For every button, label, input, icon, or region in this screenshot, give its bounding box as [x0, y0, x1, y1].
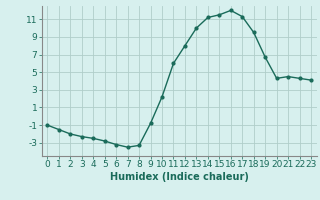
X-axis label: Humidex (Indice chaleur): Humidex (Indice chaleur) — [110, 172, 249, 182]
